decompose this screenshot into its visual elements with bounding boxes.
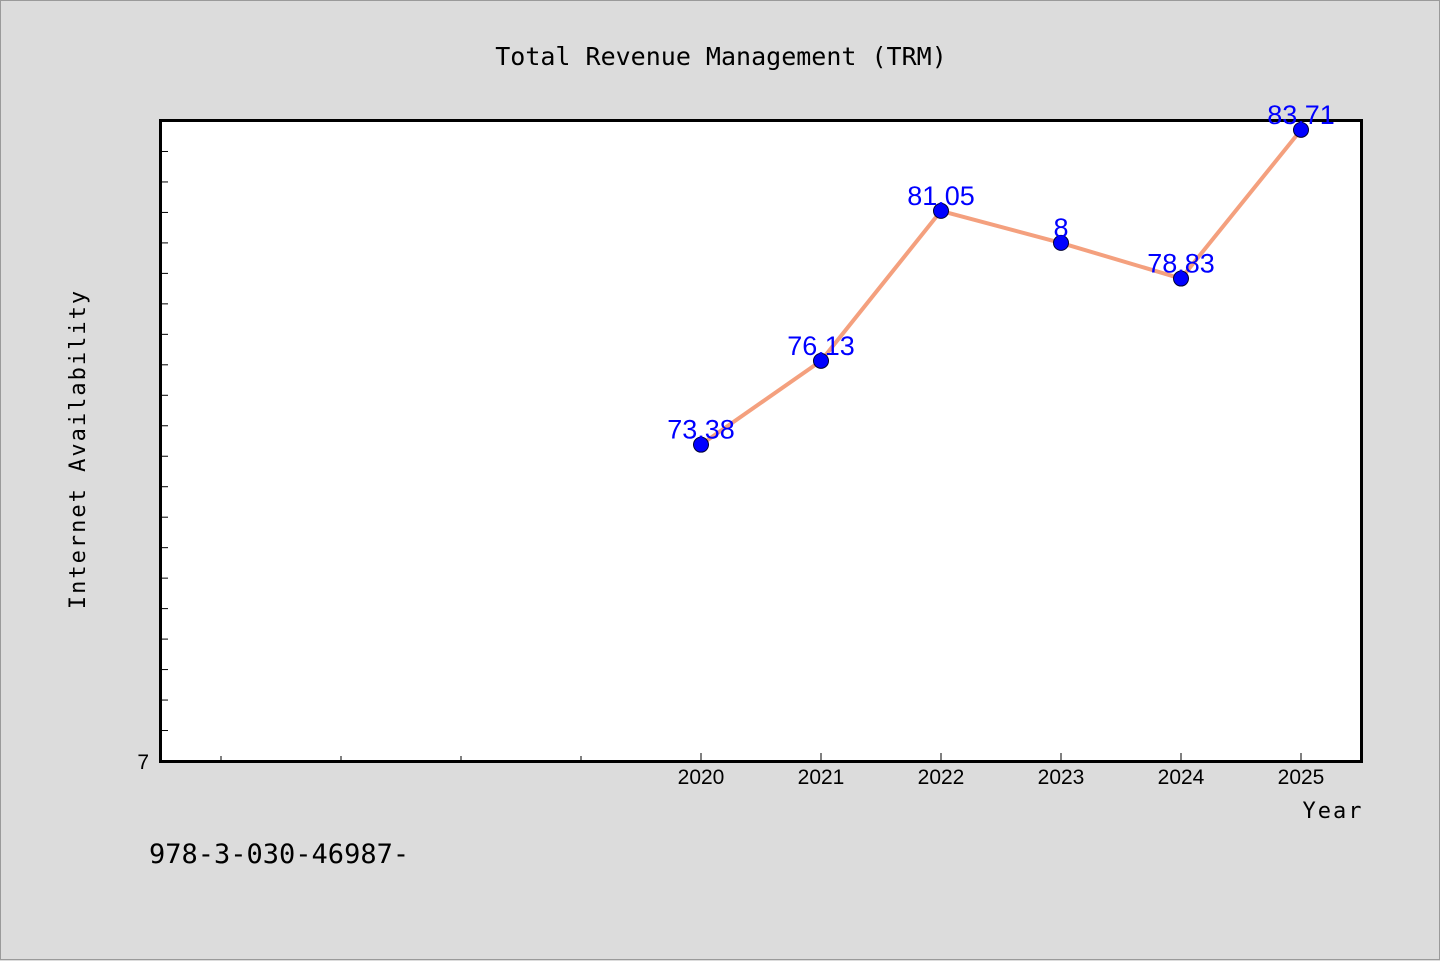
chart-title: Total Revenue Management (TRM): [495, 42, 947, 71]
data-label: 8: [1053, 213, 1068, 243]
x-tick-label: 2025: [1278, 766, 1325, 789]
x-tick-label: 2020: [678, 766, 725, 789]
data-label: 78.83: [1147, 249, 1215, 279]
data-point: [813, 352, 829, 369]
plot-area: [159, 119, 1363, 763]
data-point: [933, 202, 949, 219]
x-tick-label: 2022: [918, 766, 965, 789]
x-tick-labels: 2020 2021 2022 2023 2024 2025: [678, 766, 1325, 789]
y-axis-label: Internet Availability: [66, 289, 91, 609]
footnote: 978-3-030-46987-: [149, 839, 409, 870]
x-axis-label: Year: [1303, 799, 1364, 824]
x-tick-label: 2023: [1038, 766, 1085, 789]
data-label: 83.71: [1267, 100, 1335, 130]
data-point: [1293, 121, 1309, 138]
x-axis-ticks: [220, 753, 1302, 761]
y-tick-label: 7: [137, 751, 149, 774]
y-axis-ticks: [161, 150, 168, 732]
data-point: [1053, 234, 1069, 251]
data-label: 76.13: [787, 331, 855, 361]
data-label: 73.38: [667, 415, 735, 445]
data-point: [1173, 270, 1189, 287]
x-tick-label: 2021: [798, 766, 845, 789]
data-label: 81.05: [907, 181, 975, 211]
series-layer: 73.38 76.13 81.05 8 78.83 83.71: [667, 100, 1335, 453]
x-tick-label: 2024: [1158, 766, 1205, 789]
data-point: [693, 436, 709, 453]
series-line: [699, 128, 1303, 447]
